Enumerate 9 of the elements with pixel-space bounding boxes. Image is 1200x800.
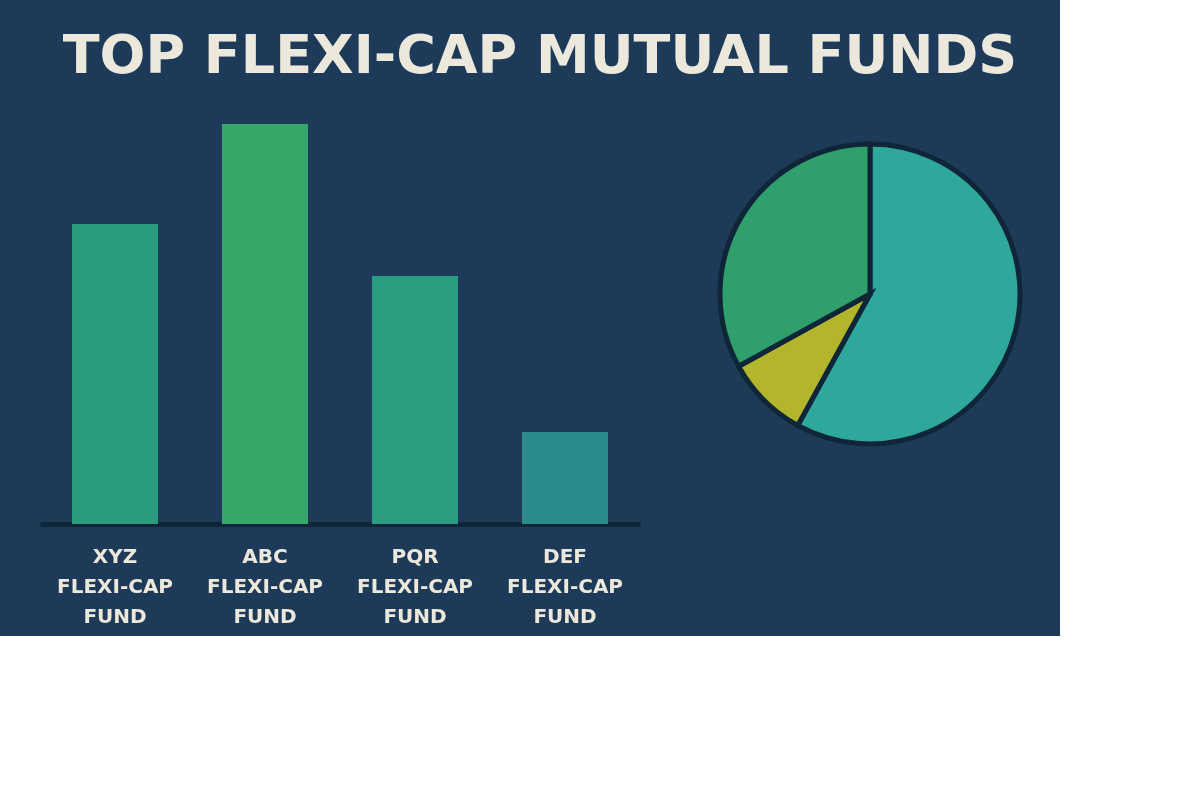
x-tick-label: DEF FLEXI-CAP FUND	[506, 543, 624, 628]
x-tick-label: ABC FLEXI-CAP FUND	[206, 543, 324, 628]
x-tick-label: PQR FLEXI-CAP FUND	[356, 543, 474, 628]
bar	[72, 224, 158, 524]
x-tick-label: XYZ FLEXI-CAP FUND	[56, 543, 174, 628]
chart-title: TOP FLEXI-CAP MUTUAL FUNDS	[62, 23, 1018, 86]
bar	[522, 432, 608, 524]
bar	[222, 124, 308, 524]
bar	[372, 276, 458, 524]
